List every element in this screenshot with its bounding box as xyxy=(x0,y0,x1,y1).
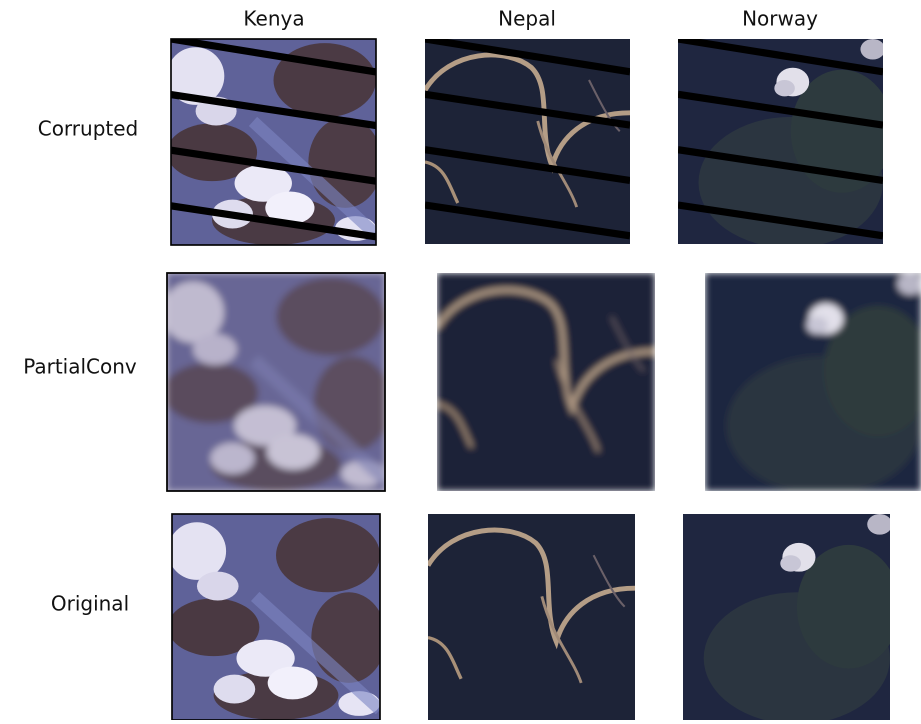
image-norway-original xyxy=(683,514,900,720)
column-label: Kenya xyxy=(243,7,304,31)
image-norway-partialconv xyxy=(705,273,921,495)
image-nepal-original xyxy=(428,514,635,720)
image-kenya-original xyxy=(168,514,386,720)
image-nepal-corrupted xyxy=(425,39,630,244)
image-norway-corrupted xyxy=(678,39,893,248)
row-label: Corrupted xyxy=(38,117,139,141)
column-label: Nepal xyxy=(498,7,556,31)
row-label: PartialConv xyxy=(23,355,137,379)
figure: Kenya Nepal Norway Corrupted PartialConv… xyxy=(0,0,921,720)
image-nepal-partialconv xyxy=(437,273,655,491)
row-label: Original xyxy=(51,592,129,616)
image-kenya-corrupted xyxy=(167,39,382,245)
image-kenya-partialconv xyxy=(163,273,392,491)
column-label: Norway xyxy=(742,7,818,31)
